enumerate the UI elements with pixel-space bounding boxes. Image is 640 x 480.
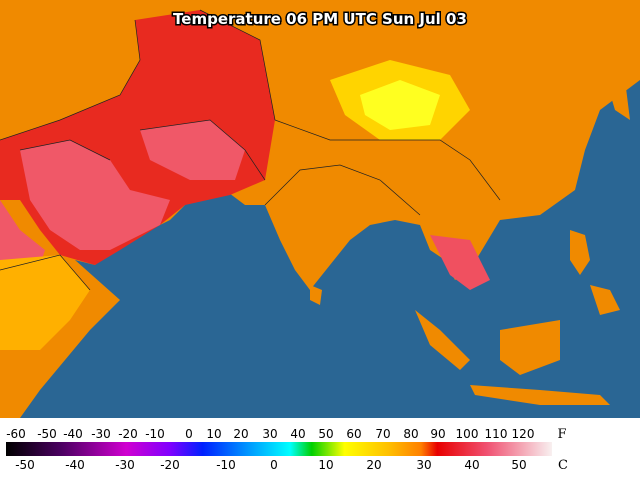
fahrenheit-label: 90 bbox=[430, 427, 445, 441]
celsius-label: -20 bbox=[160, 458, 180, 472]
fahrenheit-unit: F bbox=[557, 427, 566, 442]
fahrenheit-label: 80 bbox=[403, 427, 418, 441]
fahrenheit-label: 0 bbox=[185, 427, 193, 441]
fahrenheit-label: 20 bbox=[233, 427, 248, 441]
map-title: Temperature 06 PM UTC Sun Jul 03 bbox=[173, 10, 467, 28]
celsius-label: -10 bbox=[216, 458, 236, 472]
celsius-label: -40 bbox=[65, 458, 85, 472]
fahrenheit-label: 70 bbox=[375, 427, 390, 441]
fahrenheit-label: 120 bbox=[512, 427, 535, 441]
celsius-label: 30 bbox=[416, 458, 431, 472]
celsius-label: -30 bbox=[115, 458, 135, 472]
fahrenheit-label: -20 bbox=[118, 427, 138, 441]
borders bbox=[0, 9, 501, 291]
land bbox=[0, 0, 640, 418]
fahrenheit-label: -10 bbox=[145, 427, 165, 441]
fahrenheit-label: -60 bbox=[6, 427, 26, 441]
celsius-label: 20 bbox=[366, 458, 381, 472]
celsius-label: 50 bbox=[511, 458, 526, 472]
fahrenheit-label: 100 bbox=[456, 427, 479, 441]
celsius-label: 40 bbox=[464, 458, 479, 472]
fahrenheit-label: -40 bbox=[63, 427, 83, 441]
celsius-label: 0 bbox=[270, 458, 278, 472]
fahrenheit-label: 50 bbox=[318, 427, 333, 441]
color-scale bbox=[6, 442, 552, 456]
celsius-unit: C bbox=[558, 458, 568, 473]
celsius-label: 10 bbox=[318, 458, 333, 472]
fahrenheit-label: -30 bbox=[91, 427, 111, 441]
fahrenheit-label: 10 bbox=[206, 427, 221, 441]
fahrenheit-label: 30 bbox=[262, 427, 277, 441]
fahrenheit-label: -50 bbox=[37, 427, 57, 441]
fahrenheit-label: 60 bbox=[346, 427, 361, 441]
fahrenheit-label: 40 bbox=[290, 427, 305, 441]
fahrenheit-label: 110 bbox=[485, 427, 508, 441]
celsius-label: -50 bbox=[15, 458, 35, 472]
